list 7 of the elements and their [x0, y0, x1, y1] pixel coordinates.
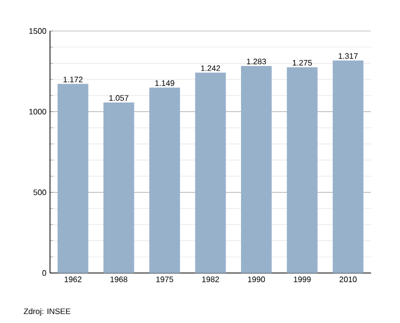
bar [286, 67, 318, 273]
bar [195, 72, 226, 273]
bar [103, 102, 134, 273]
bar [240, 66, 272, 273]
bar [149, 88, 180, 273]
bar [58, 84, 88, 273]
bar [332, 60, 364, 273]
